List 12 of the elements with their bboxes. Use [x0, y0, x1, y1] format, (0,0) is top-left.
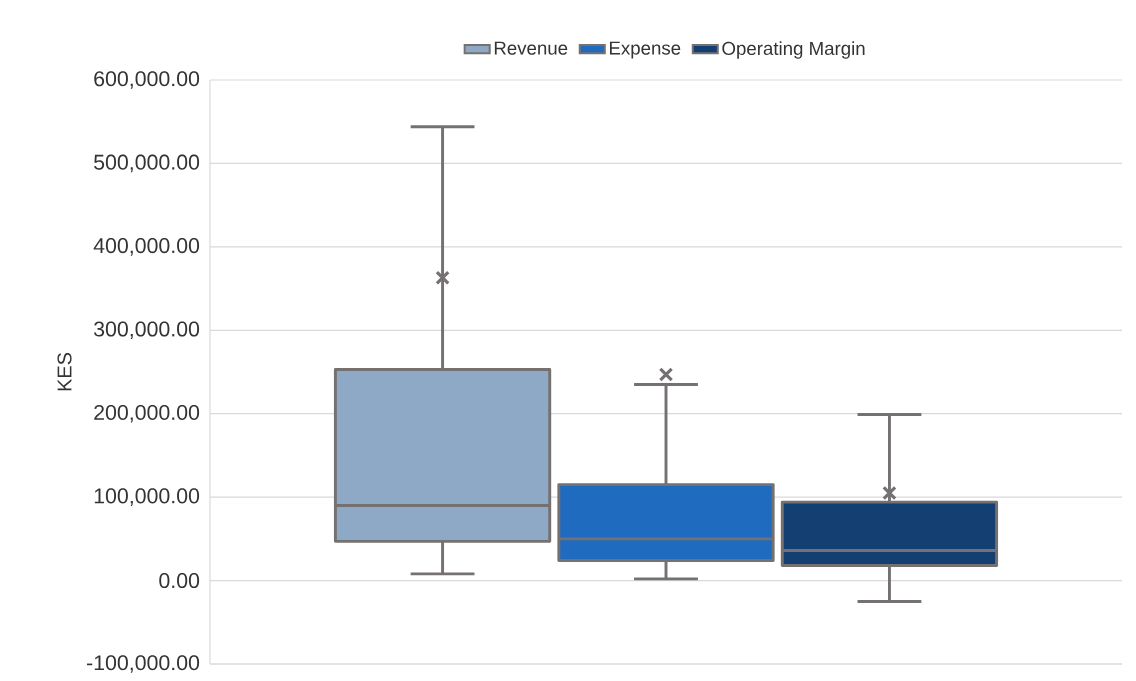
y-tick-label: -100,000.00 — [87, 655, 200, 673]
y-tick-label: 600,000.00 — [94, 71, 200, 89]
legend-label: Expense — [609, 41, 681, 59]
y-tick-label: 400,000.00 — [93, 238, 200, 256]
y-tick-label: 300,000.00 — [94, 321, 200, 340]
y-tick-label: 0.00 — [159, 573, 200, 589]
legend-label: Revenue — [494, 41, 568, 55]
legend-label: Operating Margin — [722, 41, 865, 59]
y-tick-label: 200,000.00 — [94, 404, 200, 423]
y-tick-label: 500,000.00 — [94, 154, 200, 173]
y-axis-title: KES — [57, 352, 72, 391]
y-tick-label: 100,000.00 — [94, 488, 200, 506]
